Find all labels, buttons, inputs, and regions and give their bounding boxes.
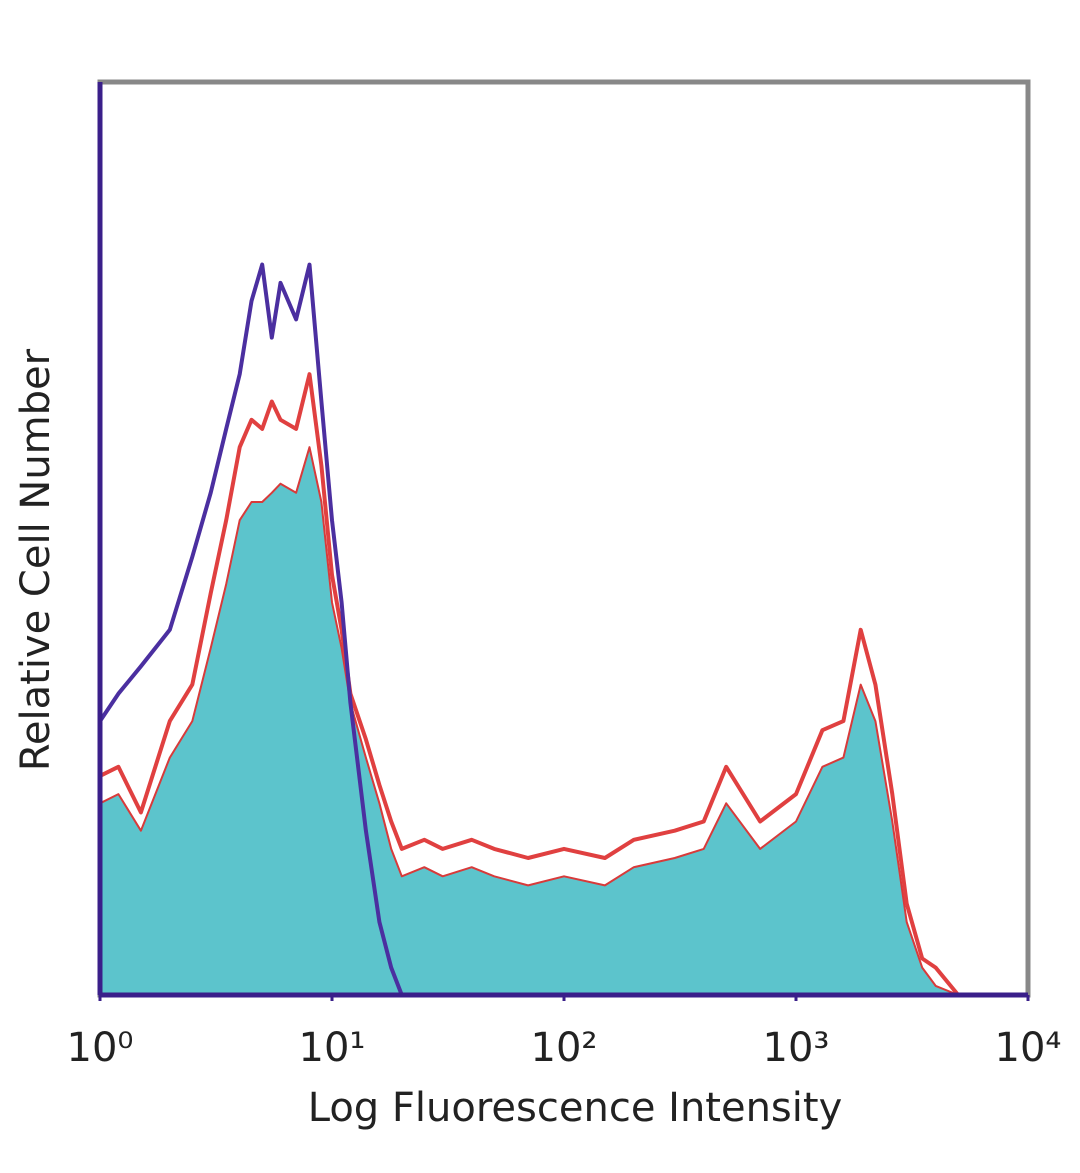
- histogram-area: [100, 447, 1028, 995]
- x-tick-label: 10⁰: [67, 1025, 134, 1071]
- x-tick-label: 10³: [763, 1025, 830, 1071]
- x-axis-label: Log Fluorescence Intensity: [308, 1085, 843, 1131]
- x-tick-label: 10⁴: [995, 1025, 1062, 1071]
- histogram-line: [99, 372, 1028, 997]
- plot-area: [98, 262, 1028, 997]
- x-tick-label: 10¹: [299, 1025, 366, 1071]
- x-tick-label: 10²: [531, 1025, 598, 1071]
- histogram-line: [99, 446, 1028, 996]
- y-axis-label: Relative Cell Number: [13, 348, 59, 771]
